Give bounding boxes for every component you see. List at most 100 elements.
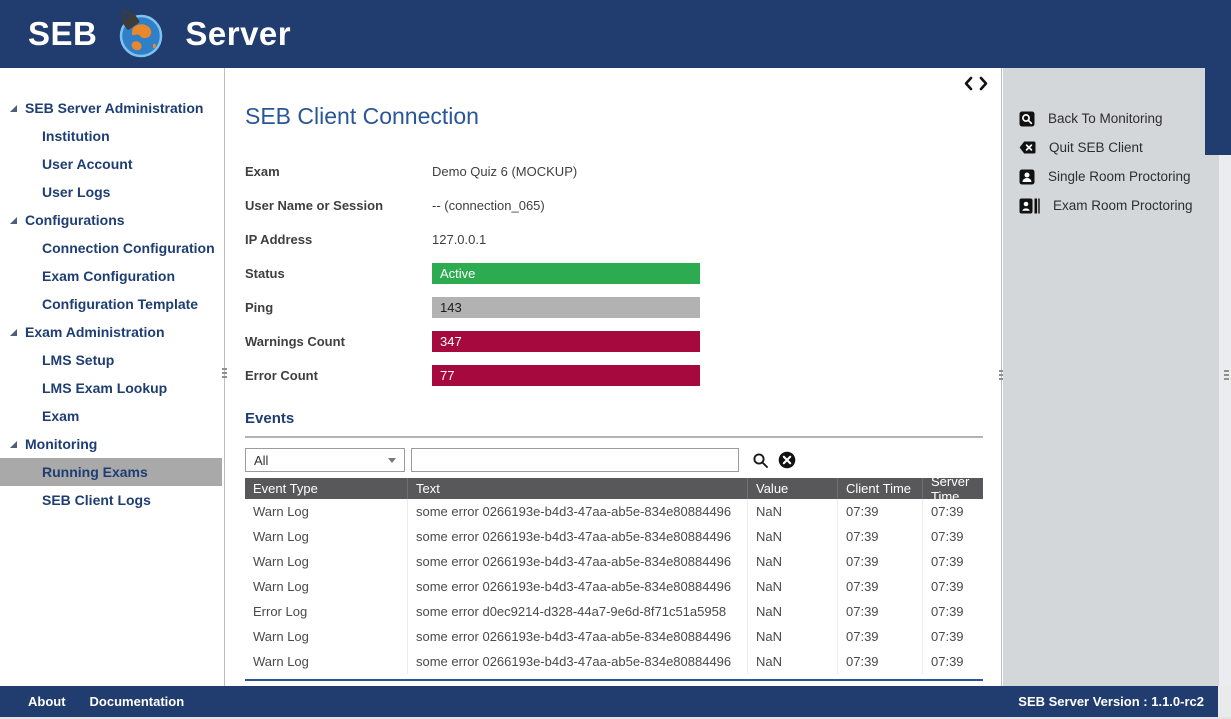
errors-value: 77	[440, 367, 455, 383]
field-status: Status Active	[245, 256, 1000, 290]
sidebar-item-exam-configuration[interactable]: Exam Configuration	[0, 262, 222, 290]
actions-sash[interactable]	[1001, 68, 1002, 686]
sidebar-item-configuration-template[interactable]: Configuration Template	[0, 290, 222, 318]
field-value: 127.0.0.1	[432, 231, 487, 247]
field-label: Warnings Count	[245, 333, 345, 349]
cell-text: some error 0266193e-b4d3-47aa-ab5e-834e8…	[408, 499, 748, 524]
sidebar-item-exam[interactable]: Exam	[0, 402, 222, 430]
action-label: Single Room Proctoring	[1048, 169, 1191, 184]
action-quit-seb-client[interactable]: Quit SEB Client	[1003, 133, 1219, 162]
sidebar-section-configurations[interactable]: Configurations	[0, 206, 222, 234]
footer-link-documentation[interactable]: Documentation	[89, 694, 185, 709]
column-header-text[interactable]: Text	[408, 478, 748, 499]
item-label: Exam	[42, 408, 80, 424]
action-back-to-monitoring[interactable]: Back To Monitoring	[1003, 104, 1219, 133]
status-badge: Active	[432, 262, 700, 284]
field-label: Error Count	[245, 367, 318, 383]
cell-client-time: 07:39	[838, 524, 923, 549]
sidebar-item-lms-setup[interactable]: LMS Setup	[0, 346, 222, 374]
tree-collapse-icon[interactable]	[10, 216, 17, 224]
cell-value: NaN	[748, 649, 838, 674]
warnings-value: 347	[440, 333, 462, 349]
sidebar-item-user-account[interactable]: User Account	[0, 150, 222, 178]
tree-collapse-icon[interactable]	[10, 328, 17, 336]
table-row[interactable]: Error Log some error d0ec9214-d328-44a7-…	[245, 599, 983, 624]
cell-value: NaN	[748, 499, 838, 524]
column-header-server-time[interactable]: Server Time	[931, 473, 970, 504]
column-header-value[interactable]: Value	[748, 478, 838, 499]
exam-room-proctoring-icon	[1019, 198, 1040, 213]
table-row[interactable]: Warn Log some error 0266193e-b4d3-47aa-a…	[245, 574, 983, 599]
cell-client-time: 07:39	[838, 549, 923, 574]
item-label: Exam Configuration	[42, 268, 176, 284]
cell-text: some error 0266193e-b4d3-47aa-ab5e-834e8…	[408, 549, 748, 574]
search-icon[interactable]	[752, 452, 769, 469]
item-label: LMS Exam Lookup	[42, 380, 168, 396]
tree-collapse-icon[interactable]	[10, 440, 17, 448]
item-label: Institution	[42, 128, 110, 144]
cell-server-time: 07:39	[931, 504, 964, 519]
navigation-sidebar: SEB Server Administration Institution Us…	[0, 68, 222, 686]
table-row[interactable]: Warn Log some error 0266193e-b4d3-47aa-a…	[245, 549, 983, 574]
chevron-left-icon[interactable]	[964, 76, 973, 91]
clear-search-icon[interactable]	[778, 451, 796, 469]
action-exam-room-proctoring[interactable]: Exam Room Proctoring	[1003, 191, 1219, 220]
cell-text: some error 0266193e-b4d3-47aa-ab5e-834e8…	[408, 649, 748, 674]
field-error-count: Error Count 77	[245, 358, 1000, 392]
column-header-event-type[interactable]: Event Type	[245, 478, 408, 499]
table-row[interactable]: Warn Log some error 0266193e-b4d3-47aa-a…	[245, 624, 983, 649]
sidebar-item-lms-exam-lookup[interactable]: LMS Exam Lookup	[0, 374, 222, 402]
right-sash-handle[interactable]	[1223, 370, 1229, 380]
sidebar-sash-handle[interactable]	[221, 368, 227, 378]
errors-badge: 77	[432, 364, 700, 386]
sidebar-item-running-exams[interactable]: Running Exams	[0, 458, 222, 486]
corner-accent-block	[1205, 68, 1231, 155]
right-margin-strip	[1219, 68, 1231, 686]
field-ping: Ping 143	[245, 290, 1000, 324]
events-filter-row: All	[245, 448, 1000, 472]
sidebar-section-exam-administration[interactable]: Exam Administration	[0, 318, 222, 346]
seb-globe-logo-icon	[113, 8, 165, 60]
cell-value: NaN	[748, 599, 838, 624]
cell-client-time: 07:39	[838, 624, 923, 649]
item-label: Connection Configuration	[42, 240, 215, 256]
actions-sash-handle[interactable]	[998, 370, 1004, 380]
table-row[interactable]: Warn Log some error 0266193e-b4d3-47aa-a…	[245, 499, 983, 524]
page-nav-chevrons	[964, 76, 988, 91]
sidebar-item-connection-configuration[interactable]: Connection Configuration	[0, 234, 222, 262]
sidebar-section-monitoring[interactable]: Monitoring	[0, 430, 222, 458]
event-type-filter-dropdown[interactable]: All	[245, 448, 405, 472]
sidebar-item-seb-client-logs[interactable]: SEB Client Logs	[0, 486, 222, 514]
sidebar-section-seb-server-administration[interactable]: SEB Server Administration	[0, 94, 222, 122]
item-label: Running Exams	[42, 464, 148, 480]
cell-event-type: Warn Log	[245, 524, 408, 549]
cell-server-time: 07:39	[931, 554, 964, 569]
events-table-header: Event Type Text Value Client Time Server…	[245, 473, 983, 504]
item-label: LMS Setup	[42, 352, 115, 368]
section-label: Exam Administration	[25, 324, 165, 340]
item-label: User Account	[42, 156, 133, 172]
table-bottom-line	[245, 679, 983, 681]
footer-link-about[interactable]: About	[28, 694, 66, 709]
ping-badge: 143	[432, 296, 700, 318]
sidebar-item-user-logs[interactable]: User Logs	[0, 178, 222, 206]
footer-right-strip	[1218, 686, 1231, 717]
field-user-name-or-session: User Name or Session -- (connection_065)	[245, 188, 1000, 222]
cell-event-type: Error Log	[245, 599, 408, 624]
sidebar-item-institution[interactable]: Institution	[0, 122, 222, 150]
events-search-input[interactable]	[411, 448, 739, 472]
single-room-proctoring-icon	[1019, 169, 1035, 184]
field-label: IP Address	[245, 231, 313, 247]
tree-collapse-icon[interactable]	[10, 104, 17, 112]
table-row[interactable]: Warn Log some error 0266193e-b4d3-47aa-a…	[245, 524, 983, 549]
chevron-right-icon[interactable]	[979, 76, 988, 91]
action-single-room-proctoring[interactable]: Single Room Proctoring	[1003, 162, 1219, 191]
column-header-client-time[interactable]: Client Time	[838, 478, 923, 499]
cell-value: NaN	[748, 524, 838, 549]
cell-event-type: Warn Log	[245, 624, 408, 649]
action-panel: Back To Monitoring Quit SEB Client Singl…	[1003, 68, 1219, 686]
cell-value: NaN	[748, 574, 838, 599]
table-row[interactable]: Warn Log some error 0266193e-b4d3-47aa-a…	[245, 649, 983, 674]
events-heading: Events	[245, 410, 295, 427]
cell-event-type: Warn Log	[245, 649, 408, 674]
